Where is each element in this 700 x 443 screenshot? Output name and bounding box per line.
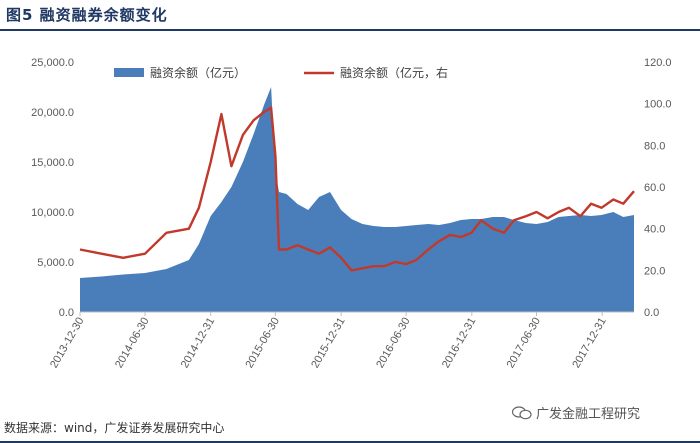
y-right-tick-label: 120.0: [644, 57, 672, 69]
x-tick-label: 2017-12-31: [570, 316, 609, 371]
x-tick-label: 2015-12-31: [309, 316, 348, 371]
legend: 融资余额（亿元） 融资余额（亿元，右: [114, 65, 448, 80]
legend-label-area: 融资余额（亿元）: [150, 65, 246, 80]
figure-title: 图5 融资融券余额变化: [6, 6, 168, 24]
x-tick-label: 2016-12-31: [440, 316, 479, 371]
chart: 0.0 5,000.0 10,000.0 15,000.0 20,000.0 25,000…: [31, 57, 672, 371]
x-tick-label: 2015-06-30: [243, 316, 282, 371]
y-left-tick-label: 5,000.0: [37, 257, 74, 269]
wechat-icon: [512, 405, 532, 419]
title-rule: [0, 29, 700, 31]
y-right-tick-label: 20.0: [644, 265, 665, 277]
x-tick-label: 2016-06-30: [374, 316, 413, 371]
area-series-fill: [80, 87, 634, 312]
y-left-tick-label: 20,000.0: [31, 107, 74, 119]
y-right-tick-label: 0.0: [644, 307, 659, 319]
y-right-tick-label: 100.0: [644, 99, 672, 111]
legend-swatch-area: [114, 68, 144, 77]
y-right-tick-label: 60.0: [644, 182, 665, 194]
data-source-note: 数据来源：wind，广发证券发展研究中心: [4, 421, 225, 435]
y-right-tick-label: 40.0: [644, 224, 665, 236]
line-series: [79, 106, 635, 272]
line-series-path: [79, 106, 635, 272]
y-right-tick-label: 80.0: [644, 140, 665, 152]
y-left-tick-label: 25,000.0: [31, 57, 74, 69]
y-left-tick-label: 15,000.0: [31, 157, 74, 169]
x-tick-label: 2013-12-30: [48, 316, 87, 371]
legend-label-line: 融资余额（亿元，右: [340, 65, 448, 80]
x-tick-label: 2014-12-31: [179, 316, 218, 371]
bottom-rule: [0, 441, 700, 443]
watermark: 广发金融工程研究: [512, 403, 640, 422]
y-left-tick-label: 0.0: [59, 307, 74, 319]
watermark-text: 广发金融工程研究: [536, 407, 641, 422]
x-tick-label: 2017-06-30: [505, 316, 544, 371]
area-series: [80, 87, 634, 312]
x-tick-label: 2014-06-30: [113, 316, 152, 371]
y-left-tick-label: 10,000.0: [31, 207, 74, 219]
